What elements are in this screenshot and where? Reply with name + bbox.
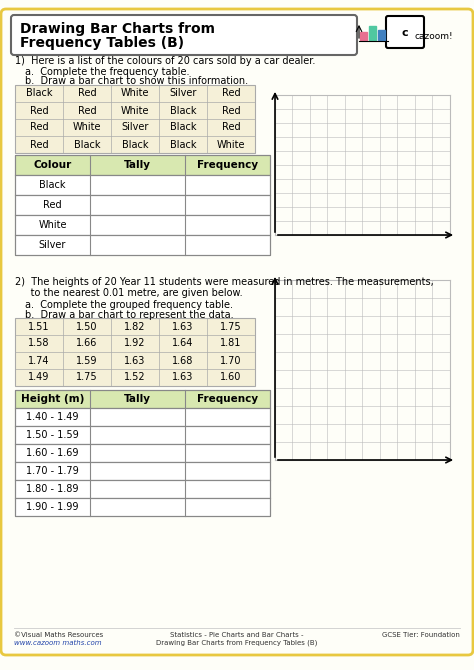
Text: Black: Black: [170, 123, 196, 133]
Text: Colour: Colour: [33, 160, 72, 170]
Bar: [15, 390, 270, 516]
Text: 1.63: 1.63: [173, 322, 194, 332]
Text: 1.80 - 1.89: 1.80 - 1.89: [26, 484, 79, 494]
Bar: [15, 390, 270, 408]
Bar: [15, 155, 270, 255]
Text: White: White: [121, 88, 149, 98]
Text: White: White: [73, 123, 101, 133]
Text: www.cazoom maths.com: www.cazoom maths.com: [14, 640, 101, 646]
Text: Red: Red: [30, 105, 48, 115]
Text: 1.58: 1.58: [28, 338, 50, 348]
Text: White: White: [121, 105, 149, 115]
Text: 1.60: 1.60: [220, 373, 242, 383]
Bar: [15, 175, 270, 195]
Text: White: White: [217, 139, 245, 149]
Text: 1.50: 1.50: [76, 322, 98, 332]
Text: 1.49: 1.49: [28, 373, 50, 383]
Text: 1.75: 1.75: [76, 373, 98, 383]
Text: Red: Red: [78, 105, 96, 115]
Text: Drawing Bar Charts from Frequency Tables (B): Drawing Bar Charts from Frequency Tables…: [156, 640, 318, 647]
Text: Frequency: Frequency: [197, 394, 258, 404]
Text: c: c: [401, 28, 408, 38]
Bar: [15, 498, 270, 516]
Text: Black: Black: [122, 139, 148, 149]
Bar: [15, 215, 270, 235]
Text: Red: Red: [30, 139, 48, 149]
Text: 1.74: 1.74: [28, 356, 50, 366]
Text: Height (m): Height (m): [21, 394, 84, 404]
Text: Drawing Bar Charts from: Drawing Bar Charts from: [20, 22, 215, 36]
Text: 1.66: 1.66: [76, 338, 98, 348]
Text: 1.90 - 1.99: 1.90 - 1.99: [26, 502, 79, 512]
Text: Statistics - Pie Charts and Bar Charts -: Statistics - Pie Charts and Bar Charts -: [170, 632, 304, 638]
Text: Frequency: Frequency: [197, 160, 258, 170]
Text: Red: Red: [222, 123, 240, 133]
Text: 1.63: 1.63: [173, 373, 194, 383]
Text: 1.40 - 1.49: 1.40 - 1.49: [26, 412, 79, 422]
Text: a.  Complete the grouped frequency table.: a. Complete the grouped frequency table.: [25, 300, 233, 310]
Text: Red: Red: [78, 88, 96, 98]
Text: 1.92: 1.92: [124, 338, 146, 348]
Text: 1.70 - 1.79: 1.70 - 1.79: [26, 466, 79, 476]
Text: Black: Black: [39, 180, 66, 190]
Text: a.  Complete the frequency table.: a. Complete the frequency table.: [25, 67, 190, 77]
Text: 2)  The heights of 20 Year 11 students were measured in metres. The measurements: 2) The heights of 20 Year 11 students we…: [15, 277, 434, 287]
Bar: [15, 408, 270, 426]
Text: Black: Black: [170, 105, 196, 115]
Bar: [15, 480, 270, 498]
Text: cazoom!: cazoom!: [415, 32, 454, 41]
Bar: [15, 462, 270, 480]
Text: Red: Red: [222, 105, 240, 115]
Bar: [15, 85, 255, 153]
Text: Frequency Tables (B): Frequency Tables (B): [20, 36, 184, 50]
Bar: [369, 26, 376, 40]
Text: b.  Draw a bar chart to show this information.: b. Draw a bar chart to show this informa…: [25, 76, 248, 86]
Text: Silver: Silver: [39, 240, 66, 250]
Text: 1.52: 1.52: [124, 373, 146, 383]
Text: 1.64: 1.64: [173, 338, 194, 348]
Bar: [360, 32, 367, 40]
FancyBboxPatch shape: [1, 9, 473, 655]
Text: 1.81: 1.81: [220, 338, 242, 348]
Text: Red: Red: [43, 200, 62, 210]
Text: 1.68: 1.68: [173, 356, 194, 366]
Bar: [15, 235, 270, 255]
Text: Tally: Tally: [124, 394, 151, 404]
Text: White: White: [38, 220, 67, 230]
Text: Silver: Silver: [169, 88, 197, 98]
Bar: [15, 318, 255, 386]
Text: 1.51: 1.51: [28, 322, 50, 332]
Text: Red: Red: [30, 123, 48, 133]
Text: Black: Black: [74, 139, 100, 149]
Text: b.  Draw a bar chart to represent the data.: b. Draw a bar chart to represent the dat…: [25, 310, 234, 320]
Text: 1.75: 1.75: [220, 322, 242, 332]
Text: Black: Black: [26, 88, 52, 98]
Text: Tally: Tally: [124, 160, 151, 170]
Text: Red: Red: [222, 88, 240, 98]
FancyBboxPatch shape: [386, 16, 424, 48]
Text: 1.70: 1.70: [220, 356, 242, 366]
FancyBboxPatch shape: [11, 15, 357, 55]
Text: 1.59: 1.59: [76, 356, 98, 366]
Text: 1)  Here is a list of the colours of 20 cars sold by a car dealer.: 1) Here is a list of the colours of 20 c…: [15, 56, 315, 66]
Bar: [378, 30, 385, 40]
Text: 1.50 - 1.59: 1.50 - 1.59: [26, 430, 79, 440]
Text: Black: Black: [170, 139, 196, 149]
Text: GCSE Tier: Foundation: GCSE Tier: Foundation: [382, 632, 460, 638]
Bar: [15, 155, 270, 175]
Text: ©Visual Maths Resources: ©Visual Maths Resources: [14, 632, 103, 638]
Text: 1.82: 1.82: [124, 322, 146, 332]
Bar: [15, 195, 270, 215]
Text: 1.60 - 1.69: 1.60 - 1.69: [26, 448, 79, 458]
Text: 1.63: 1.63: [124, 356, 146, 366]
Bar: [15, 444, 270, 462]
Text: Silver: Silver: [121, 123, 149, 133]
Text: to the nearest 0.01 metre, are given below.: to the nearest 0.01 metre, are given bel…: [15, 288, 243, 298]
Bar: [15, 426, 270, 444]
